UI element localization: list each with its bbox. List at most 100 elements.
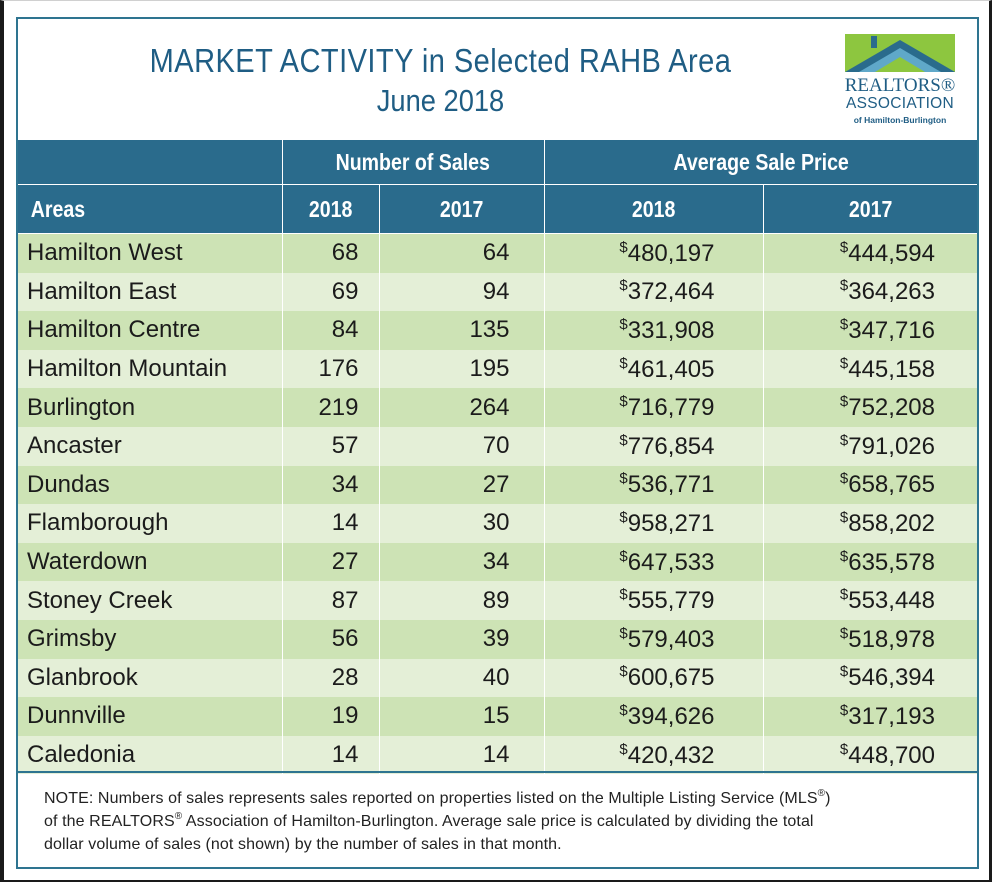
cell-value: 445,158 bbox=[848, 355, 935, 383]
cell-value: 364,263 bbox=[848, 278, 935, 306]
note-sup-1: ® bbox=[817, 788, 826, 799]
cell-sales-2018: 219 bbox=[282, 388, 380, 427]
currency-symbol: $ bbox=[839, 238, 849, 256]
cell-area: Caledonia bbox=[18, 735, 283, 775]
cell-value: 555,779 bbox=[627, 587, 715, 615]
cell-value: 600,675 bbox=[627, 664, 715, 692]
cell-sales-2018: 28 bbox=[282, 658, 380, 698]
cell-value: 34 bbox=[482, 548, 510, 576]
currency-symbol: $ bbox=[839, 663, 849, 681]
cell-price-2018: $372,464 bbox=[544, 272, 764, 312]
column-header-price-2017: 2017 bbox=[763, 184, 977, 234]
cell-value: 394,626 bbox=[627, 702, 715, 730]
note-part-5: dollar volume of sales (not shown) by th… bbox=[44, 836, 562, 853]
cell-value: 958,271 bbox=[627, 509, 715, 537]
cell-value: 30 bbox=[482, 509, 510, 537]
cell-price-2017: $347,716 bbox=[763, 311, 977, 350]
cell-value: Hamilton Mountain bbox=[27, 355, 228, 383]
cell-price-2017: $317,193 bbox=[763, 697, 977, 736]
cell-price-2017: $444,594 bbox=[763, 233, 977, 273]
cell-price-2018: $579,403 bbox=[544, 619, 764, 659]
cell-sales-2017: 64 bbox=[379, 233, 545, 273]
cell-value: 647,533 bbox=[627, 548, 715, 576]
cell-sales-2018: 84 bbox=[282, 311, 380, 350]
cell-price-2018: $647,533 bbox=[544, 542, 764, 582]
currency-symbol: $ bbox=[619, 663, 628, 681]
cell-sales-2018: 19 bbox=[282, 697, 380, 736]
currency-symbol: $ bbox=[619, 508, 628, 526]
cell-sales-2017: 27 bbox=[379, 465, 545, 505]
cell-value: 28 bbox=[331, 663, 359, 691]
cell-price-2018: $461,405 bbox=[544, 349, 764, 389]
cell-value: 791,026 bbox=[848, 432, 935, 460]
cell-value: 57 bbox=[331, 432, 359, 460]
table-row: Flamborough 14 30 $958,271 $858,202 bbox=[18, 504, 977, 543]
cell-value: 546,394 bbox=[848, 664, 935, 692]
cell-value: Waterdown bbox=[27, 548, 148, 576]
currency-symbol: $ bbox=[619, 701, 628, 719]
cell-value: 176 bbox=[318, 355, 359, 383]
cell-value: 94 bbox=[482, 277, 510, 305]
currency-symbol: $ bbox=[619, 624, 628, 642]
cell-price-2017: $658,765 bbox=[763, 465, 977, 505]
cell-sales-2017: 30 bbox=[379, 504, 545, 543]
cell-sales-2018: 14 bbox=[282, 735, 380, 775]
header-blank bbox=[18, 140, 283, 185]
logo-text-association: ASSOCIATION bbox=[845, 95, 955, 112]
table-row: Hamilton Mountain 176 195 $461,405 $445,158 bbox=[18, 349, 977, 389]
table-row: Stoney Creek 87 89 $555,779 $553,448 bbox=[18, 581, 977, 620]
cell-sales-2018: 27 bbox=[282, 542, 380, 582]
cell-area: Flamborough bbox=[18, 504, 283, 543]
currency-symbol: $ bbox=[839, 740, 849, 758]
column-header-price-2018: 2018 bbox=[544, 184, 764, 234]
logo-text-hamilton-burlington: of Hamilton-Burlington bbox=[853, 115, 947, 125]
cell-value: 14 bbox=[331, 509, 359, 537]
cell-value: 264 bbox=[469, 393, 510, 421]
cell-value: Flamborough bbox=[27, 509, 169, 537]
cell-price-2018: $536,771 bbox=[544, 465, 764, 505]
currency-symbol: $ bbox=[839, 315, 849, 333]
cell-sales-2017: 15 bbox=[379, 697, 545, 736]
footnote: NOTE: Numbers of sales represents sales … bbox=[44, 787, 954, 856]
currency-symbol: $ bbox=[619, 315, 628, 333]
table-row: Hamilton Centre 84 135 $331,908 $347,716 bbox=[18, 311, 977, 350]
cell-value: Dunnville bbox=[27, 702, 126, 730]
currency-symbol: $ bbox=[619, 238, 628, 256]
cell-value: Burlington bbox=[27, 393, 136, 421]
cell-area: Hamilton Mountain bbox=[18, 349, 283, 389]
cell-value: 34 bbox=[331, 470, 359, 498]
title-line-2: June 2018 bbox=[376, 83, 505, 118]
market-activity-table: Number of Sales Average Sale Price Areas… bbox=[18, 140, 977, 775]
cell-value: 331,908 bbox=[627, 316, 715, 344]
cell-area: Dundas bbox=[18, 465, 283, 505]
cell-value: 68 bbox=[331, 239, 359, 267]
currency-symbol: $ bbox=[839, 547, 849, 565]
cell-value: 219 bbox=[318, 393, 359, 421]
cell-value: Caledonia bbox=[27, 741, 136, 769]
cell-value: 89 bbox=[482, 586, 510, 614]
column-header-sales-2018: 2018 bbox=[282, 184, 380, 234]
cell-value: 56 bbox=[331, 625, 359, 653]
cell-value: 518,978 bbox=[848, 625, 935, 653]
cell-value: 536,771 bbox=[627, 471, 715, 499]
cell-sales-2017: 195 bbox=[379, 349, 545, 389]
cell-value: 658,765 bbox=[848, 471, 935, 499]
currency-symbol: $ bbox=[839, 431, 849, 449]
cell-sales-2017: 39 bbox=[379, 619, 545, 659]
cell-price-2017: $546,394 bbox=[763, 658, 977, 698]
cell-value: 858,202 bbox=[848, 509, 935, 537]
cell-value: 776,854 bbox=[627, 432, 715, 460]
cell-sales-2018: 68 bbox=[282, 233, 380, 273]
column-header-sales-2017: 2017 bbox=[379, 184, 545, 234]
cell-area: Stoney Creek bbox=[18, 581, 283, 620]
cell-value: 27 bbox=[482, 470, 510, 498]
table-row: Glanbrook 28 40 $600,675 $546,394 bbox=[18, 658, 977, 698]
cell-value: 195 bbox=[469, 355, 510, 383]
cell-value: Hamilton Centre bbox=[27, 316, 201, 344]
note-part-4: Association of Hamilton-Burlington. Aver… bbox=[182, 813, 814, 830]
table-row: Grimsby 56 39 $579,403 $518,978 bbox=[18, 619, 977, 659]
cell-value: 14 bbox=[482, 741, 510, 769]
cell-sales-2018: 57 bbox=[282, 426, 380, 466]
cell-value: Glanbrook bbox=[27, 663, 138, 691]
note-part-3: of the REALTORS bbox=[44, 813, 175, 830]
